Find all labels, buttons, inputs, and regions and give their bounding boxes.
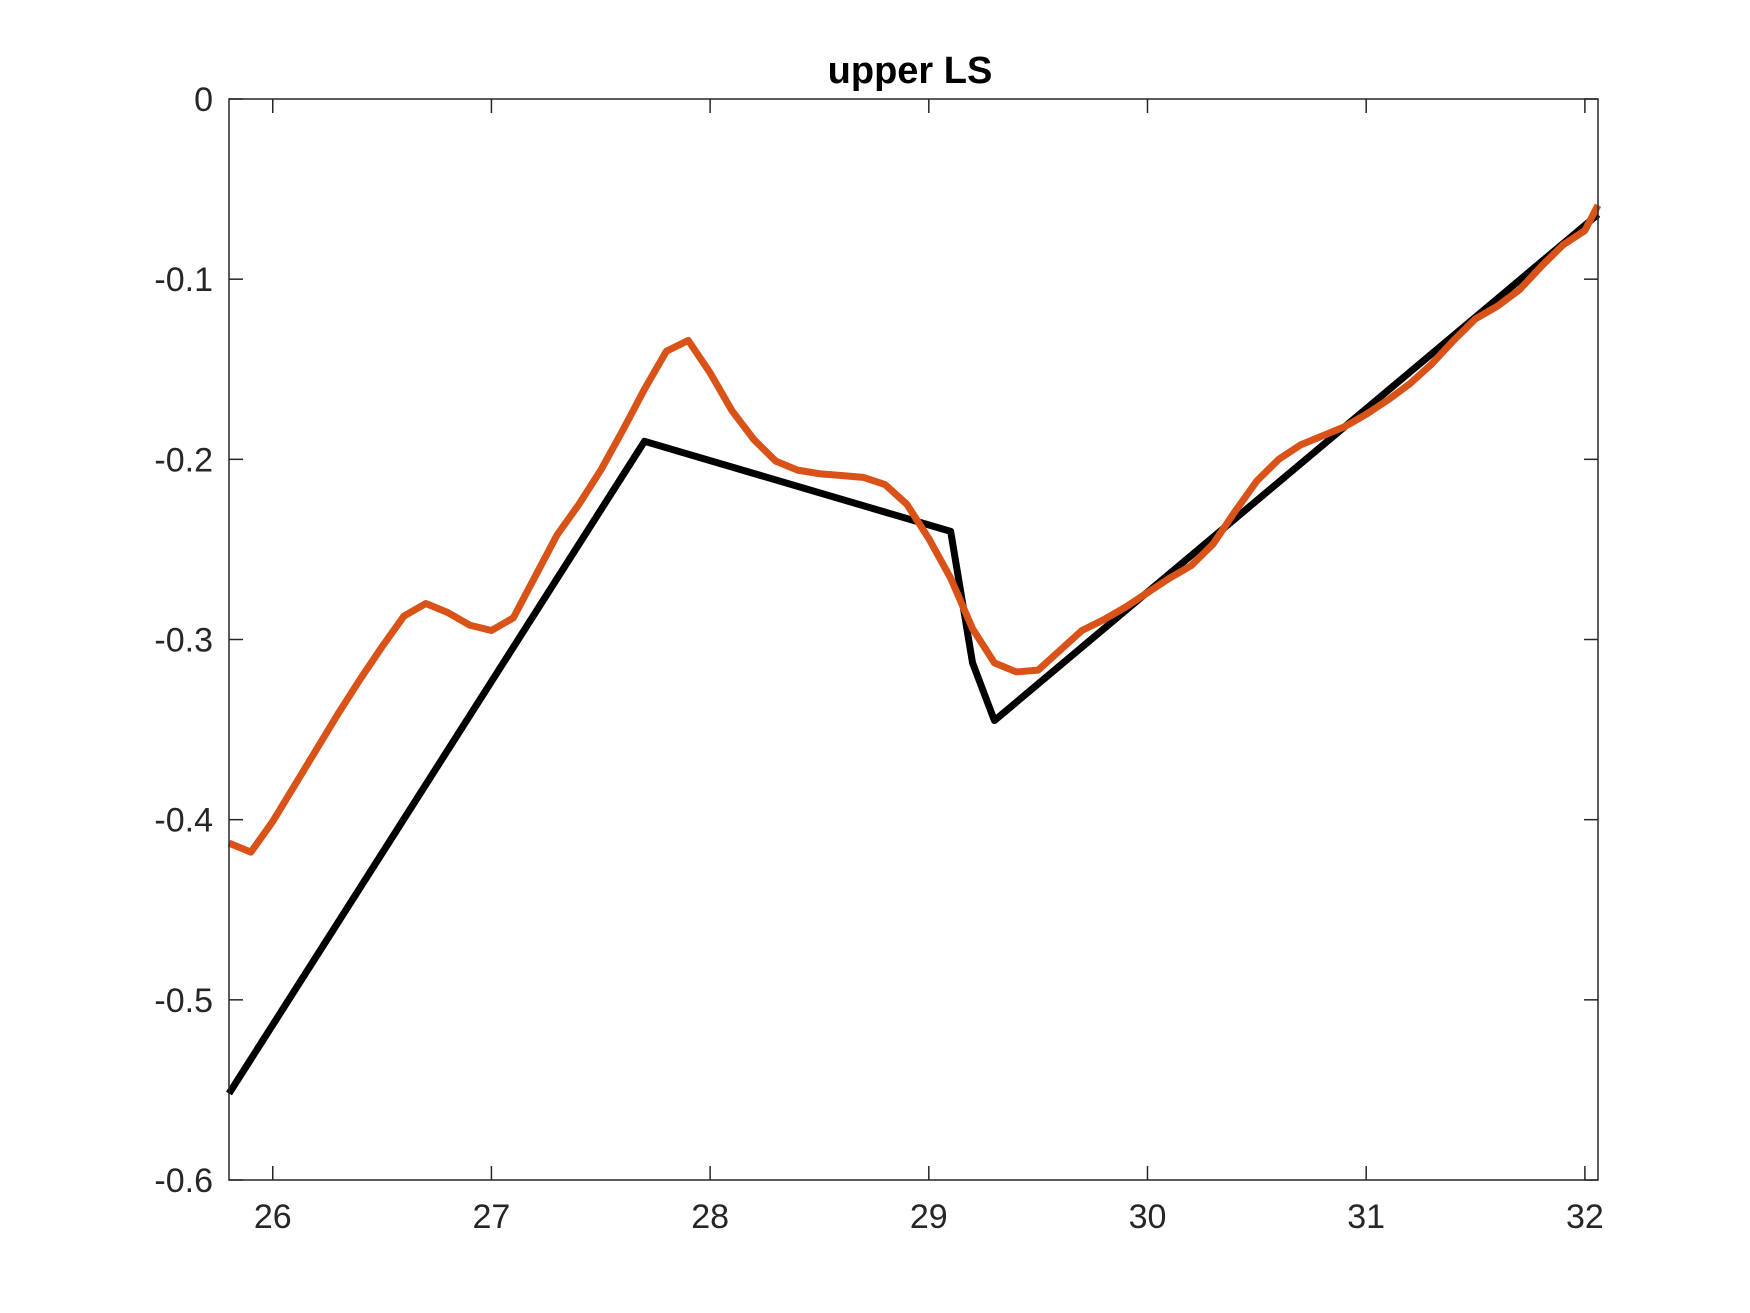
x-tick-label: 26 xyxy=(254,1198,292,1236)
plot-box xyxy=(228,98,1599,1181)
x-tick-label: 29 xyxy=(910,1198,948,1236)
x-tick-label: 27 xyxy=(473,1198,511,1236)
axes: 26 27 28 29 30 31 32 0 -0.1 -0.2 -0.3 -0.4 -0.5 -0.6 xyxy=(154,81,1603,1236)
series-line-1 xyxy=(226,211,1601,1096)
y-tick-label: -0.2 xyxy=(154,441,213,479)
y-tick-label: -0.4 xyxy=(154,802,213,840)
y-tick-label: -0.1 xyxy=(154,261,213,299)
x-tick-label: 32 xyxy=(1566,1198,1604,1236)
series-layer xyxy=(226,203,1602,1096)
chart-title: upper LS xyxy=(828,50,993,92)
y-tick-label: -0.3 xyxy=(154,622,213,660)
y-tick-label: -0.5 xyxy=(154,982,213,1020)
x-tick-label: 30 xyxy=(1129,1198,1167,1236)
x-tick-label: 31 xyxy=(1347,1198,1385,1236)
y-tick-label: 0 xyxy=(194,81,213,119)
y-tick-label: -0.6 xyxy=(154,1162,213,1200)
x-tick-label: 28 xyxy=(691,1198,729,1236)
series-line-2 xyxy=(227,203,1602,856)
